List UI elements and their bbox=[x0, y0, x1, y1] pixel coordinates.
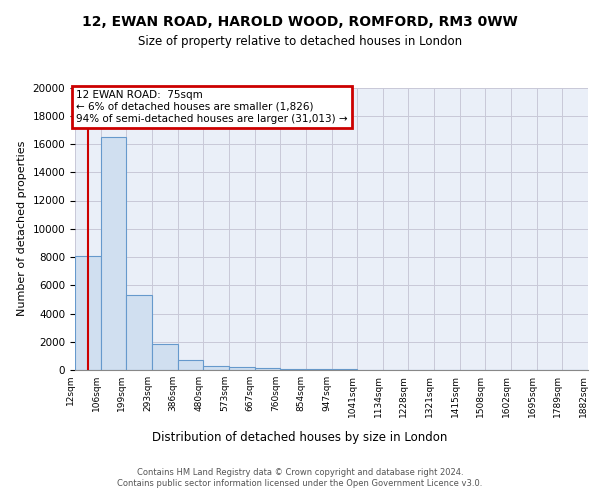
Text: Distribution of detached houses by size in London: Distribution of detached houses by size … bbox=[152, 431, 448, 444]
Bar bbox=[127, 295, 152, 370]
Bar bbox=[75, 256, 101, 370]
Y-axis label: Number of detached properties: Number of detached properties bbox=[17, 141, 27, 316]
Bar bbox=[280, 368, 306, 370]
Bar bbox=[203, 366, 229, 370]
Bar bbox=[178, 360, 203, 370]
Text: 12 EWAN ROAD:  75sqm
← 6% of detached houses are smaller (1,826)
94% of semi-det: 12 EWAN ROAD: 75sqm ← 6% of detached hou… bbox=[76, 90, 348, 124]
Bar bbox=[101, 137, 127, 370]
Text: Size of property relative to detached houses in London: Size of property relative to detached ho… bbox=[138, 34, 462, 48]
Bar bbox=[254, 368, 280, 370]
Text: 12, EWAN ROAD, HAROLD WOOD, ROMFORD, RM3 0WW: 12, EWAN ROAD, HAROLD WOOD, ROMFORD, RM3… bbox=[82, 16, 518, 30]
Bar bbox=[229, 367, 254, 370]
Bar bbox=[306, 369, 331, 370]
Text: Contains public sector information licensed under the Open Government Licence v3: Contains public sector information licen… bbox=[118, 480, 482, 488]
Text: Contains HM Land Registry data © Crown copyright and database right 2024.: Contains HM Land Registry data © Crown c… bbox=[137, 468, 463, 477]
Bar bbox=[152, 344, 178, 370]
